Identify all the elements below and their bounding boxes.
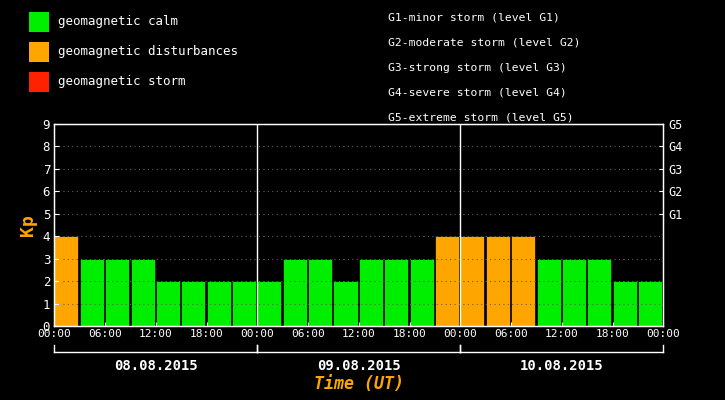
Text: geomagnetic disturbances: geomagnetic disturbances xyxy=(58,46,238,58)
Bar xyxy=(663,259,687,326)
Bar xyxy=(207,281,231,326)
Bar xyxy=(536,259,560,326)
Bar xyxy=(460,236,484,326)
Bar xyxy=(359,259,383,326)
Bar xyxy=(54,236,78,326)
Bar xyxy=(562,259,586,326)
Bar xyxy=(384,259,408,326)
Text: G4-severe storm (level G4): G4-severe storm (level G4) xyxy=(388,88,567,98)
Bar xyxy=(638,281,662,326)
Bar xyxy=(181,281,205,326)
Bar xyxy=(435,236,459,326)
Text: Time (UT): Time (UT) xyxy=(314,375,404,393)
Bar xyxy=(486,236,510,326)
Text: G5-extreme storm (level G5): G5-extreme storm (level G5) xyxy=(388,112,573,122)
Text: G3-strong storm (level G3): G3-strong storm (level G3) xyxy=(388,63,567,73)
Bar xyxy=(308,259,332,326)
Bar xyxy=(613,281,637,326)
Text: 10.08.2015: 10.08.2015 xyxy=(520,359,604,373)
Bar xyxy=(511,236,535,326)
Bar xyxy=(334,281,357,326)
Bar xyxy=(283,259,307,326)
Bar xyxy=(587,259,611,326)
Text: geomagnetic storm: geomagnetic storm xyxy=(58,76,186,88)
Text: 08.08.2015: 08.08.2015 xyxy=(114,359,198,373)
Text: 09.08.2015: 09.08.2015 xyxy=(317,359,401,373)
Text: G2-moderate storm (level G2): G2-moderate storm (level G2) xyxy=(388,38,581,48)
Bar xyxy=(410,259,434,326)
Bar xyxy=(257,281,281,326)
Text: G1-minor storm (level G1): G1-minor storm (level G1) xyxy=(388,13,560,23)
Bar xyxy=(130,259,154,326)
Y-axis label: Kp: Kp xyxy=(19,214,37,236)
Bar xyxy=(232,281,256,326)
Text: geomagnetic calm: geomagnetic calm xyxy=(58,16,178,28)
Bar xyxy=(80,259,104,326)
Bar xyxy=(105,259,129,326)
Bar xyxy=(156,281,180,326)
